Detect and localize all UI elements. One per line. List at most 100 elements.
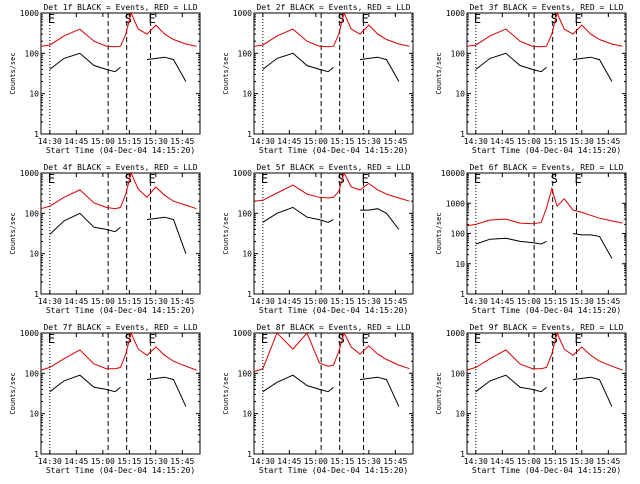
y-tick-label: 1	[34, 290, 39, 299]
x-tick-label: 14:45	[277, 457, 301, 466]
y-tick-label: 100	[25, 209, 40, 218]
x-tick-label: 15:00	[517, 297, 541, 306]
y-tick-label: 1	[460, 290, 465, 299]
x-tick-label: 14:45	[64, 457, 88, 466]
x-tick-label: 15:00	[517, 457, 541, 466]
y-axis-label: Counts/sec	[9, 212, 17, 254]
x-tick-label: 15:30	[144, 137, 168, 146]
x-axis-label: Start Time (04-Dec-04 14:15:20)	[46, 306, 195, 315]
marker-label: E	[575, 12, 582, 26]
y-tick-label: 1	[247, 290, 252, 299]
x-tick-label: 15:30	[357, 297, 381, 306]
marker-label: E	[575, 172, 582, 186]
events-series-line	[475, 374, 613, 407]
marker-label: S	[338, 332, 345, 346]
events-series-line	[262, 374, 400, 407]
x-tick-label: 15:45	[596, 457, 620, 466]
events-series-line	[475, 233, 613, 259]
x-tick-label: 15:45	[596, 297, 620, 306]
x-tick-label: 15:15	[543, 137, 567, 146]
x-tick-label: 15:45	[170, 457, 194, 466]
detector-panel: Det 1f BLACK = Events, RED = LLD 1 10 100 10…	[9, 3, 201, 155]
x-tick-label: 15:00	[304, 457, 328, 466]
marker-label: S	[125, 12, 132, 26]
y-tick-label: 100	[25, 369, 40, 378]
y-tick-label: 1	[247, 130, 252, 139]
x-axis-label: Start Time (04-Dec-04 14:15:20)	[259, 466, 408, 475]
y-tick-label: 10	[455, 410, 465, 419]
y-tick-label: 1	[460, 450, 465, 459]
marker-label: E	[474, 172, 481, 186]
marker-label: E	[261, 172, 268, 186]
x-tick-label: 14:30	[38, 137, 62, 146]
x-tick-label: 14:45	[277, 137, 301, 146]
marker-label: S	[551, 12, 558, 26]
detector-panel: Det 5f BLACK = Events, RED = LLD 1 10 100 10…	[222, 163, 414, 315]
events-series-line	[49, 212, 187, 254]
x-tick-label: 15:15	[543, 457, 567, 466]
x-tick-label: 15:45	[383, 457, 407, 466]
y-tick-label: 10	[455, 260, 465, 269]
marker-label: E	[575, 332, 582, 346]
x-tick-label: 15:30	[144, 297, 168, 306]
lld-series-line	[466, 11, 623, 48]
x-tick-label: 15:30	[357, 457, 381, 466]
y-axis-label: Counts/sec	[435, 372, 443, 414]
x-tick-label: 15:00	[91, 297, 115, 306]
y-tick-label: 100	[451, 230, 466, 239]
y-tick-label: 1000	[20, 329, 39, 338]
x-tick-label: 15:45	[383, 137, 407, 146]
events-series-line	[262, 206, 400, 230]
x-tick-label: 14:45	[64, 297, 88, 306]
x-tick-label: 14:30	[464, 297, 488, 306]
x-tick-label: 14:30	[38, 457, 62, 466]
plot-frame	[253, 332, 414, 455]
y-axis-label: Counts/sec	[222, 52, 230, 94]
panel-title: Det 9f BLACK = Events, RED = LLD	[469, 323, 623, 332]
x-tick-label: 14:30	[251, 297, 275, 306]
lld-series-line	[466, 331, 623, 371]
x-tick-label: 14:30	[464, 137, 488, 146]
y-tick-label: 1	[34, 450, 39, 459]
x-tick-label: 15:00	[304, 297, 328, 306]
x-tick-label: 14:30	[464, 457, 488, 466]
marker-label: E	[48, 172, 55, 186]
marker-label: S	[551, 332, 558, 346]
plot-frame	[466, 172, 627, 295]
lld-series-line	[253, 11, 410, 48]
plot-frame	[466, 12, 627, 135]
x-tick-label: 14:45	[490, 457, 514, 466]
panel-title: Det 4f BLACK = Events, RED = LLD	[43, 163, 197, 172]
plot-frame	[40, 12, 201, 135]
marker-label: E	[362, 172, 369, 186]
y-axis-label: Counts/sec	[9, 52, 17, 94]
y-tick-label: 1	[34, 130, 39, 139]
lld-series-line	[253, 171, 410, 202]
y-tick-label: 10	[29, 250, 39, 259]
x-tick-label: 15:30	[570, 137, 594, 146]
y-tick-label: 1	[247, 450, 252, 459]
x-tick-label: 15:30	[570, 297, 594, 306]
x-tick-label: 15:15	[117, 137, 141, 146]
x-tick-label: 14:45	[490, 137, 514, 146]
y-tick-label: 100	[451, 49, 466, 58]
x-tick-label: 15:45	[170, 297, 194, 306]
x-tick-label: 15:15	[117, 457, 141, 466]
y-tick-label: 10	[455, 90, 465, 99]
x-tick-label: 15:15	[543, 297, 567, 306]
y-tick-label: 10000	[441, 169, 465, 178]
y-tick-label: 10	[29, 90, 39, 99]
panel-title: Det 6f BLACK = Events, RED = LLD	[469, 163, 623, 172]
x-tick-label: 14:30	[38, 297, 62, 306]
x-tick-label: 14:45	[490, 297, 514, 306]
lld-series-line	[253, 331, 410, 373]
x-tick-label: 15:30	[570, 457, 594, 466]
marker-label: S	[338, 172, 345, 186]
x-tick-label: 15:15	[330, 137, 354, 146]
x-axis-label: Start Time (04-Dec-04 14:15:20)	[472, 306, 621, 315]
y-axis-label: Counts/sec	[435, 52, 443, 94]
marker-label: E	[149, 12, 156, 26]
y-tick-label: 10	[29, 410, 39, 419]
x-tick-label: 14:30	[251, 137, 275, 146]
